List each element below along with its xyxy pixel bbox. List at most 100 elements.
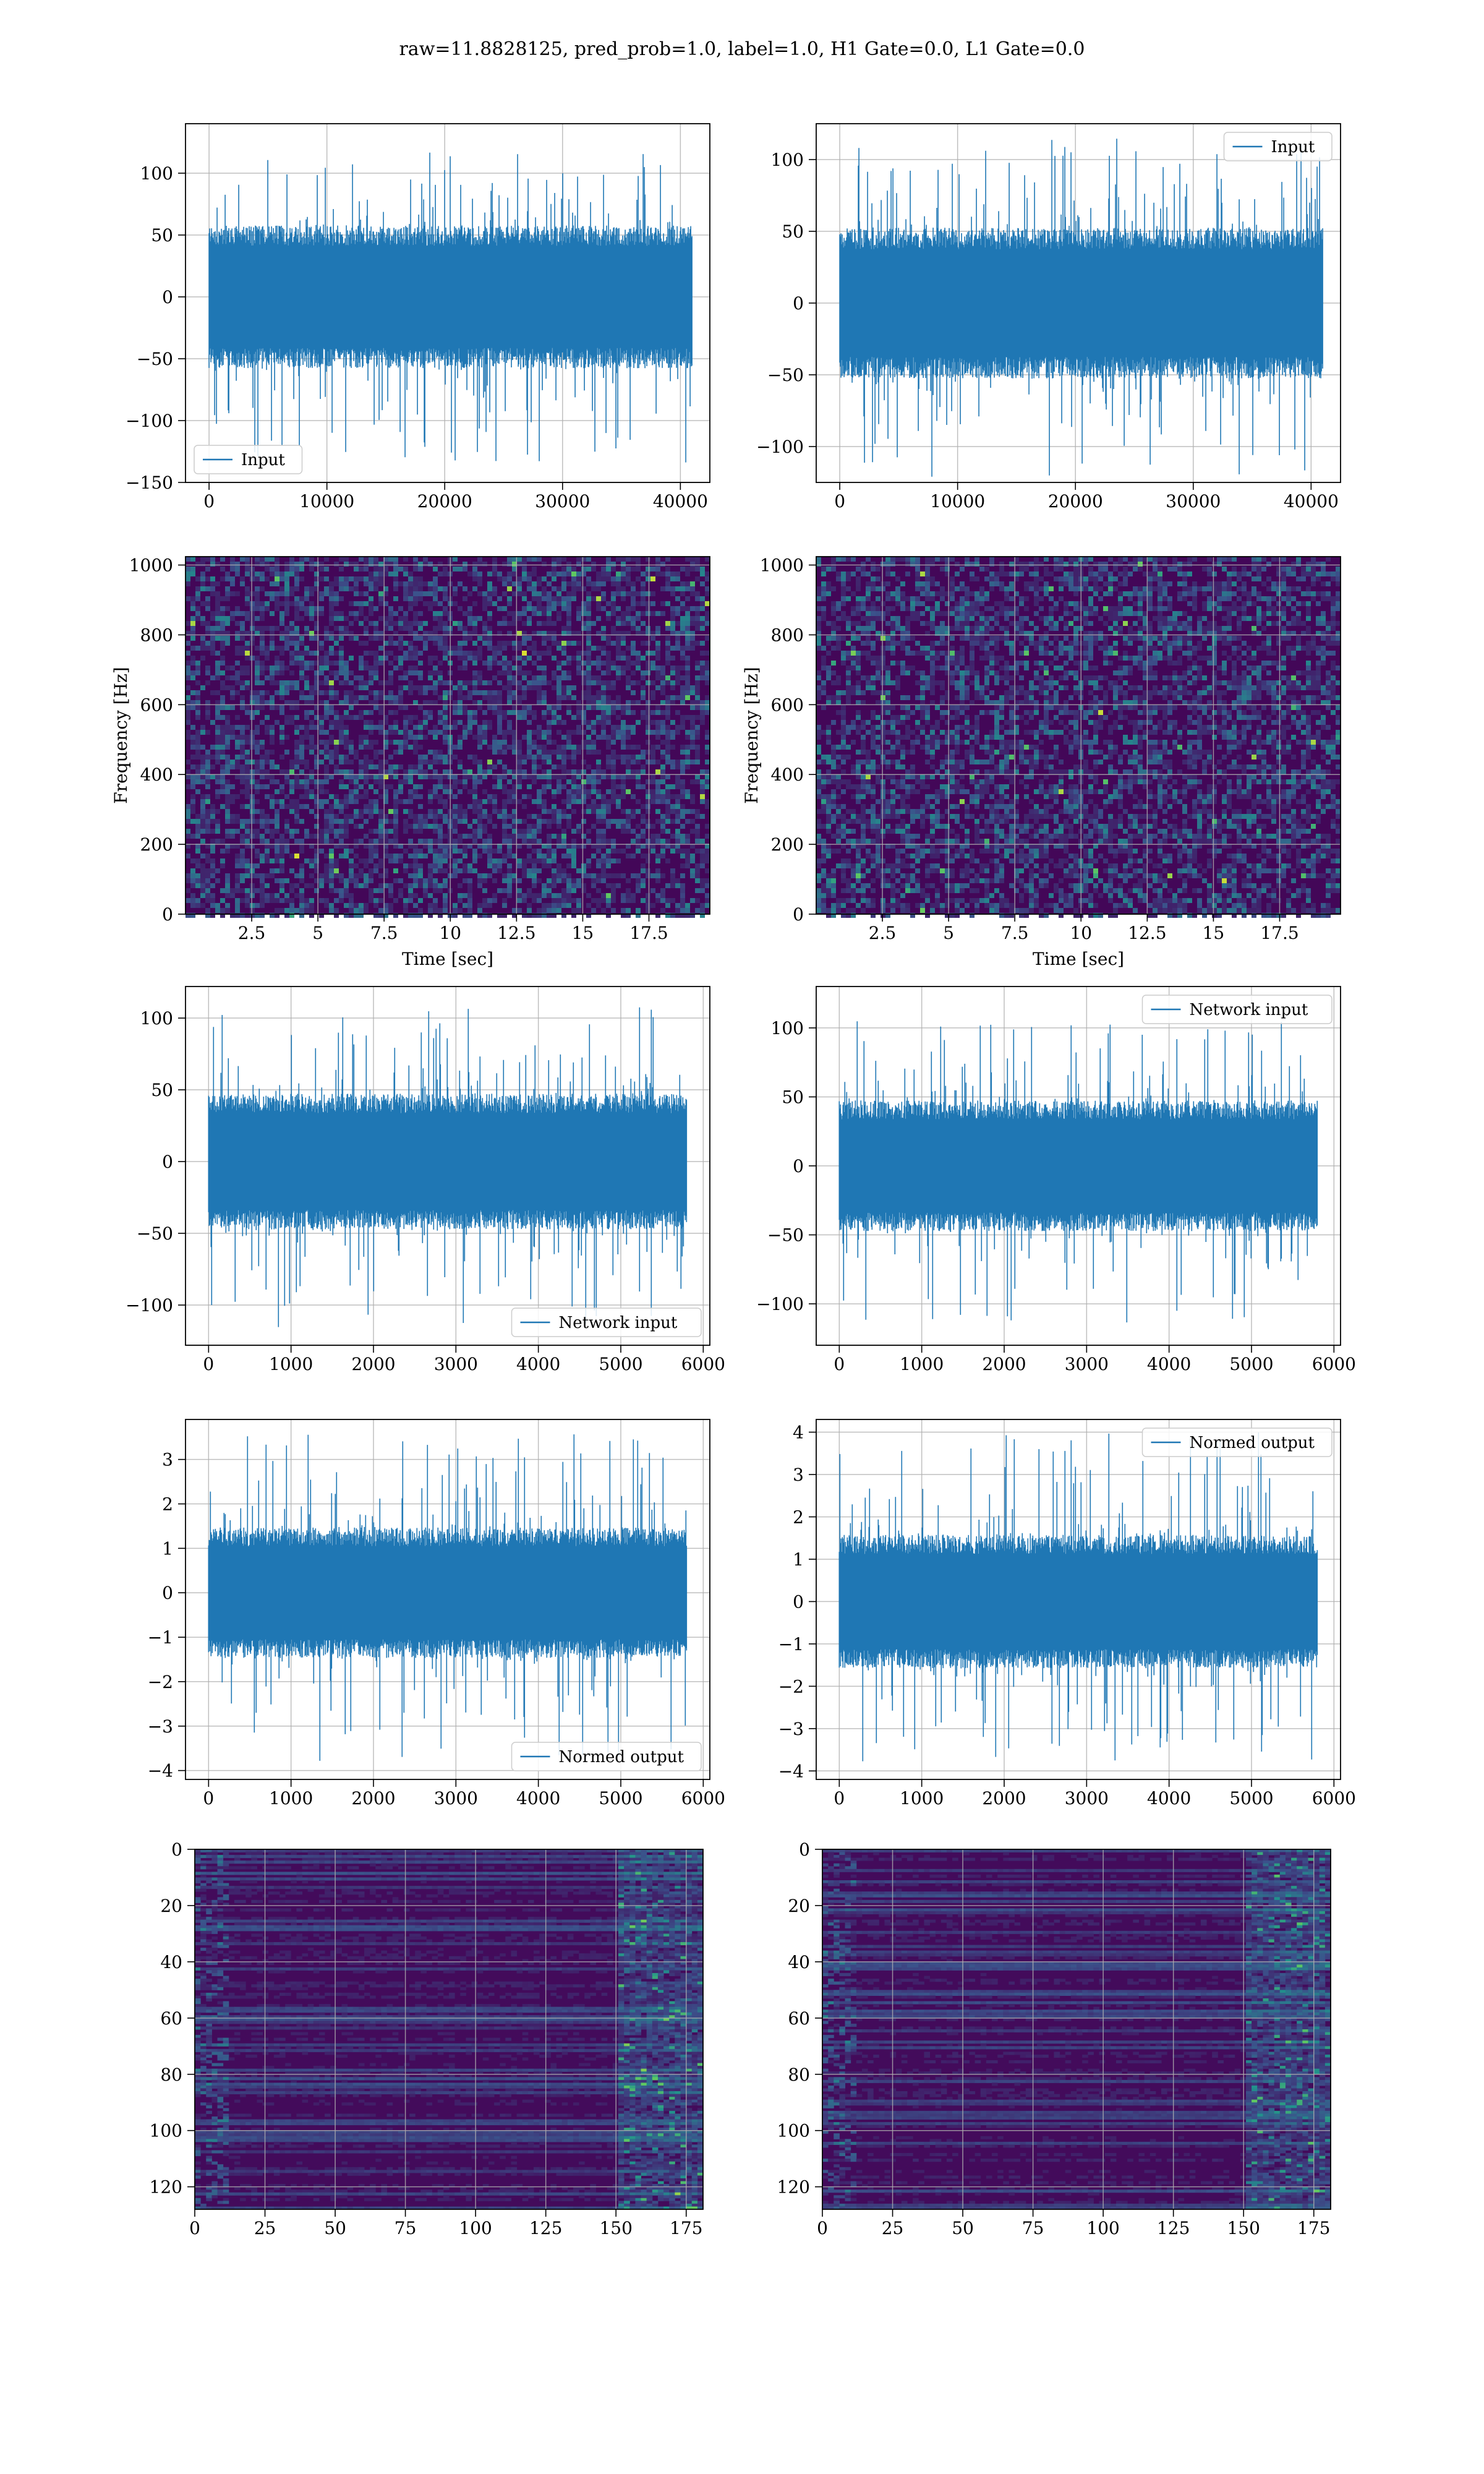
h1-spectrogram-cell <box>190 903 195 908</box>
h1-spectrogram-cell <box>636 839 641 844</box>
h1-spectrogram-cell <box>215 809 220 814</box>
h1-spectrogram-cell <box>354 636 359 641</box>
h1-spectrogram-cell <box>527 720 532 725</box>
h1-spectrogram-cell <box>576 745 581 750</box>
h1-spectrogram-cell <box>349 863 354 868</box>
h1-spectrogram-cell <box>527 903 532 908</box>
h1-spectrogram-cell <box>279 705 284 710</box>
h1-spectrogram-cell <box>186 730 190 735</box>
h1-spectrogram-cell <box>329 839 334 844</box>
h1-spectrogram-cell <box>522 893 527 898</box>
h1-spectrogram-cell <box>220 839 225 844</box>
h1-spectrogram-cell <box>482 878 487 883</box>
l1-spectrogram-cell <box>1093 571 1098 576</box>
h1-spectrogram-cell <box>477 675 482 680</box>
h1-spectrogram-cell <box>245 764 250 769</box>
h1-spectrogram-cell <box>517 557 522 562</box>
h1-spectrogram-cell <box>561 814 566 819</box>
h1-spectrogram-cell <box>319 873 324 878</box>
l1-spectrogram-cell <box>1073 586 1078 591</box>
h1-spectrogram-cell <box>685 636 690 641</box>
h1-spectrogram-cell <box>631 626 636 631</box>
h1-spectrogram-cell <box>700 666 705 670</box>
h1-spectrogram-cell <box>388 809 393 814</box>
h1-spectrogram-cell <box>512 567 517 571</box>
h1-spectrogram-cell <box>487 834 492 839</box>
l1-spectrogram-cell <box>1336 581 1341 586</box>
h1-spectrogram-cell <box>255 666 260 670</box>
h1-spectrogram-cell <box>670 819 675 824</box>
h1-spectrogram-cell <box>398 844 403 849</box>
h1-spectrogram-panel: 2.5 5 7.5 10 12.5 15 17.502004006008001000Time… <box>111 555 710 969</box>
h1-spectrogram-cell <box>611 581 616 586</box>
h1-spectrogram-cell <box>393 878 398 883</box>
h1-spectrogram-cell <box>660 685 665 690</box>
h1-spectrogram-cell <box>626 745 631 750</box>
h1-spectrogram-cell <box>433 868 438 873</box>
h1-spectrogram-cell <box>571 844 576 849</box>
h1-spectrogram-cell <box>359 764 364 769</box>
h1-spectrogram-cell <box>319 700 324 705</box>
h1-spectrogram-cell <box>502 661 507 666</box>
h1-spectrogram-cell <box>477 829 482 834</box>
h1-spectrogram-cell <box>299 666 304 670</box>
h1-spectrogram-cell <box>621 651 626 656</box>
l1-spectrogram-cell <box>1182 562 1187 567</box>
h1-spectrogram-cell <box>250 745 255 750</box>
h1-spectrogram-cell <box>695 591 700 596</box>
h1-spectrogram-cell <box>487 854 492 858</box>
h1-spectrogram-cell <box>655 675 660 680</box>
h1-spectrogram-cell <box>373 606 378 611</box>
h1-spectrogram-cell <box>646 779 650 784</box>
h1-spectrogram-cell <box>235 858 240 863</box>
l1-spectrogram-cell <box>1242 586 1247 591</box>
h1-spectrogram-cell <box>279 690 284 695</box>
h1-spectrogram-cell <box>660 690 665 695</box>
h1-spectrogram-xtick-label: 12.5 <box>497 923 535 943</box>
h1-spectrogram-cell <box>304 784 309 789</box>
h1-spectrogram-cell <box>507 611 512 616</box>
h1-spectrogram-cell <box>225 883 230 888</box>
h1-spectrogram-cell <box>443 814 448 819</box>
h1-spectrogram-cell <box>591 740 596 745</box>
h1-spectrogram-cell <box>314 878 319 883</box>
l1-spectrogram-cell <box>974 562 979 567</box>
h1-spectrogram-cell <box>304 651 309 656</box>
h1-spectrogram-cell <box>205 854 210 858</box>
h1-spectrogram-cell <box>665 799 670 804</box>
h1-spectrogram-cell <box>700 799 705 804</box>
h1-spectrogram-cell <box>552 774 556 779</box>
h1-spectrogram-cell <box>354 913 359 918</box>
l1-spectrogram-cell <box>1261 567 1266 571</box>
h1-spectrogram-cell <box>556 675 561 680</box>
l1-spectrogram-cell <box>1044 586 1049 591</box>
h1-spectrogram-cell <box>685 571 690 576</box>
h1-spectrogram-cell <box>660 710 665 715</box>
h1-spectrogram-cell <box>260 695 265 700</box>
h1-spectrogram-cell <box>418 814 423 819</box>
h1-spectrogram-cell <box>190 858 195 863</box>
h1-spectrogram-cell <box>398 858 403 863</box>
h1-spectrogram-cell <box>309 735 314 740</box>
h1-spectrogram-cell <box>210 764 215 769</box>
h1-spectrogram-cell <box>517 755 522 760</box>
h1-spectrogram-cell <box>507 824 512 829</box>
h1-spectrogram-cell <box>373 576 378 581</box>
h1-spectrogram-cell <box>606 720 611 725</box>
h1-spectrogram-cell <box>571 755 576 760</box>
h1-spectrogram-cell <box>240 631 245 636</box>
h1-spectrogram-cell <box>685 616 690 621</box>
h1-spectrogram-cell <box>299 675 304 680</box>
h1-spectrogram-cell <box>205 908 210 913</box>
h1-spectrogram-cell <box>339 636 344 641</box>
h1-spectrogram-cell <box>260 601 265 606</box>
h1-spectrogram-cell <box>537 819 542 824</box>
l1-spectrogram-cell <box>890 571 895 576</box>
h1-spectrogram-cell <box>700 883 705 888</box>
l1-spectrogram-cell <box>1301 571 1306 576</box>
l1-spectrogram-cell <box>1187 562 1192 567</box>
h1-spectrogram-cell <box>225 606 230 611</box>
h1-spectrogram-cell <box>393 774 398 779</box>
h1-spectrogram-cell <box>611 849 616 854</box>
h1-spectrogram-cell <box>655 571 660 576</box>
